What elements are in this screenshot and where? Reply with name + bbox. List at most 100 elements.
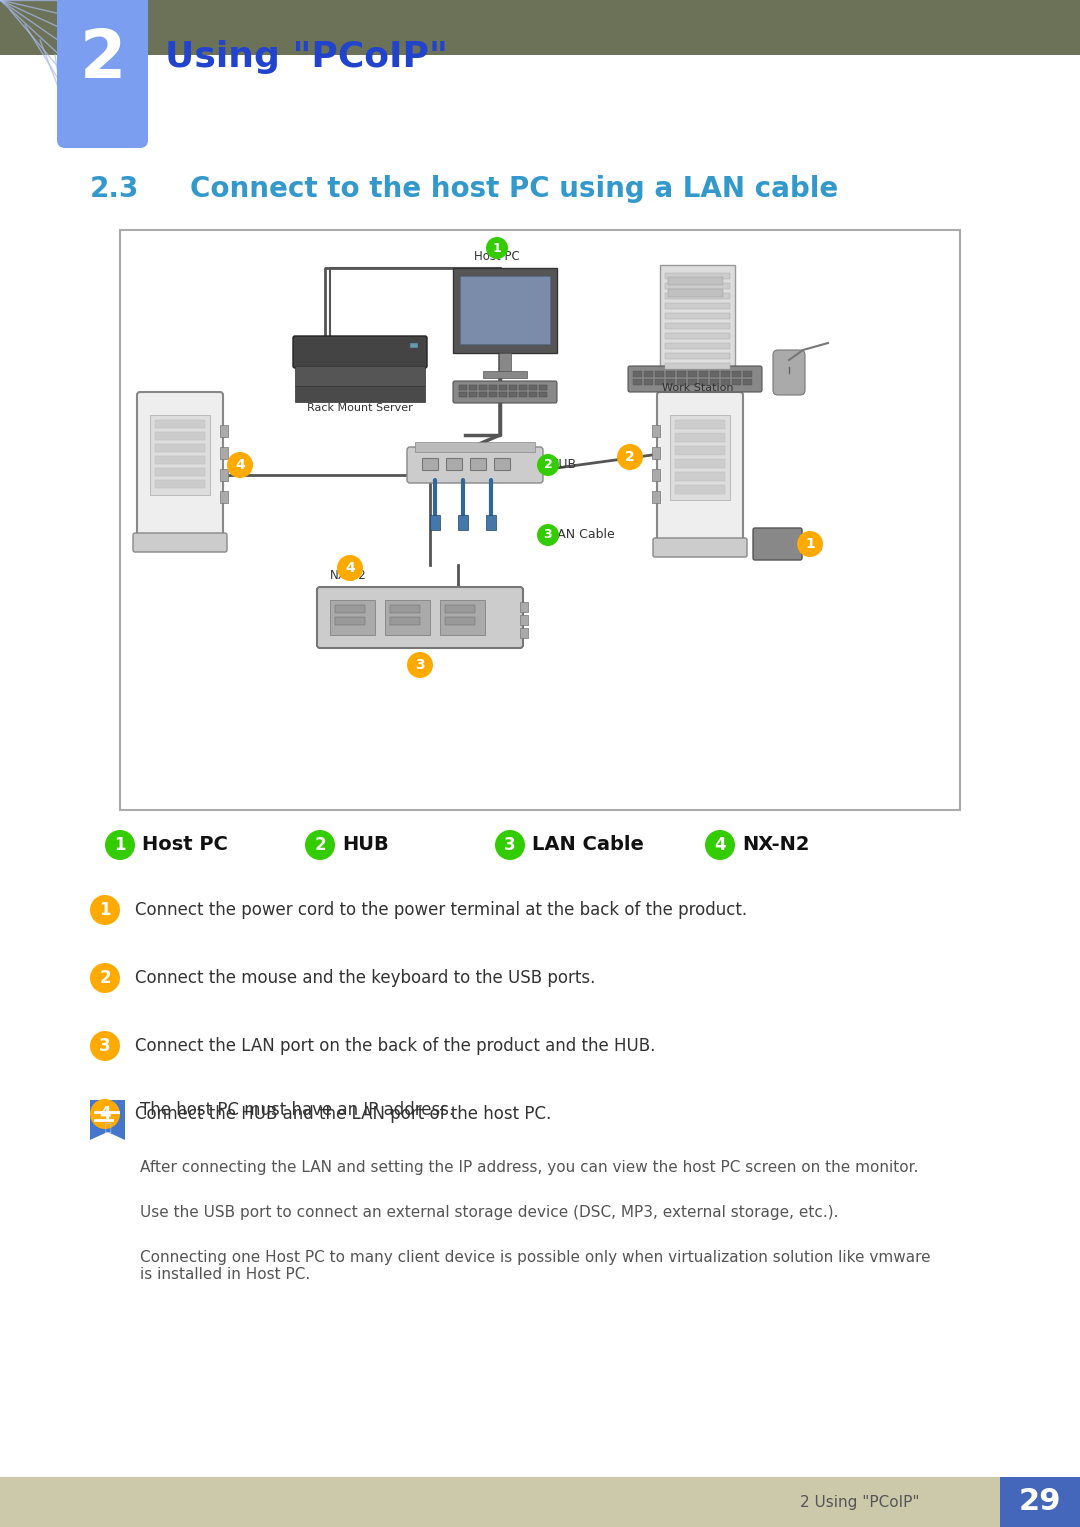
Bar <box>677 379 686 385</box>
Text: Rack Mount Server: Rack Mount Server <box>307 403 413 412</box>
Text: Connect the power cord to the power terminal at the back of the product.: Connect the power cord to the power term… <box>135 901 747 919</box>
Bar <box>335 605 365 612</box>
Bar <box>469 392 477 397</box>
Bar <box>666 379 675 385</box>
Circle shape <box>305 831 335 860</box>
Bar <box>539 385 546 389</box>
Text: 1: 1 <box>114 835 125 854</box>
Bar <box>156 432 205 440</box>
Bar <box>156 457 205 464</box>
Bar <box>509 385 517 389</box>
Circle shape <box>337 554 363 580</box>
Bar <box>0 1477 1080 1527</box>
Bar <box>459 385 467 389</box>
Text: NX-N2: NX-N2 <box>742 835 810 855</box>
Text: 1: 1 <box>99 901 111 919</box>
Bar <box>150 415 210 495</box>
Bar <box>699 371 708 377</box>
Circle shape <box>90 895 120 925</box>
Bar <box>440 600 485 635</box>
Bar <box>422 458 438 470</box>
Text: Connect to the host PC using a LAN cable: Connect to the host PC using a LAN cable <box>190 176 838 203</box>
Bar <box>665 302 730 308</box>
Circle shape <box>617 444 643 470</box>
Bar <box>699 379 708 385</box>
Text: 2: 2 <box>625 450 635 464</box>
Bar <box>156 444 205 452</box>
Bar <box>665 344 730 350</box>
Text: 4: 4 <box>346 560 355 576</box>
Bar <box>459 392 467 397</box>
Bar <box>652 425 660 437</box>
Bar <box>470 458 486 470</box>
Bar <box>1000 1477 1080 1527</box>
Bar <box>156 420 205 428</box>
Bar <box>675 486 725 495</box>
Bar <box>652 492 660 502</box>
Text: 1: 1 <box>492 241 501 255</box>
Bar <box>670 415 730 499</box>
Bar <box>499 385 507 389</box>
Bar <box>445 605 475 612</box>
Bar <box>390 605 420 612</box>
FancyBboxPatch shape <box>293 336 427 368</box>
Circle shape <box>537 524 559 547</box>
Bar <box>0 0 1080 55</box>
Bar <box>675 472 725 481</box>
Bar <box>654 371 664 377</box>
Circle shape <box>797 531 823 557</box>
Bar <box>688 371 697 377</box>
Bar <box>469 385 477 389</box>
Bar <box>220 425 228 437</box>
Text: ⛰: ⛰ <box>104 1122 111 1133</box>
FancyBboxPatch shape <box>407 447 543 483</box>
Text: 4: 4 <box>714 835 726 854</box>
Bar <box>675 420 725 429</box>
Bar <box>677 371 686 377</box>
Bar <box>665 363 730 370</box>
Bar <box>675 446 725 455</box>
Text: 4: 4 <box>99 1106 111 1122</box>
Circle shape <box>227 452 253 478</box>
Bar <box>295 386 426 402</box>
Bar <box>633 371 642 377</box>
Bar <box>489 385 497 389</box>
Bar <box>633 379 642 385</box>
Text: Connect the HUB and the LAN port of the host PC.: Connect the HUB and the LAN port of the … <box>135 1106 551 1122</box>
Bar <box>665 333 730 339</box>
FancyBboxPatch shape <box>653 538 747 557</box>
Bar <box>665 324 730 328</box>
Bar <box>415 441 535 452</box>
Circle shape <box>90 1099 120 1128</box>
Bar <box>519 392 527 397</box>
Bar <box>652 469 660 481</box>
Circle shape <box>486 237 508 260</box>
Bar <box>675 460 725 467</box>
Text: Connect the LAN port on the back of the product and the HUB.: Connect the LAN port on the back of the … <box>135 1037 656 1055</box>
Bar <box>220 447 228 460</box>
Bar <box>410 344 418 348</box>
Bar <box>669 289 723 296</box>
Bar <box>660 266 735 385</box>
Text: 2: 2 <box>314 835 326 854</box>
FancyBboxPatch shape <box>57 0 148 148</box>
Bar <box>665 293 730 299</box>
Bar <box>330 600 375 635</box>
Text: Using "PCoIP": Using "PCoIP" <box>165 41 448 75</box>
Bar <box>732 371 741 377</box>
Bar <box>480 392 487 397</box>
Circle shape <box>90 1031 120 1061</box>
Bar <box>460 276 550 344</box>
Bar <box>675 434 725 441</box>
Bar <box>644 379 653 385</box>
Bar <box>384 600 430 635</box>
Bar <box>732 379 741 385</box>
FancyBboxPatch shape <box>133 533 227 551</box>
Bar <box>519 385 527 389</box>
Bar <box>721 379 730 385</box>
FancyBboxPatch shape <box>318 586 523 647</box>
Bar <box>295 366 426 386</box>
Bar <box>156 467 205 476</box>
Bar <box>519 628 528 638</box>
Bar <box>120 231 960 809</box>
